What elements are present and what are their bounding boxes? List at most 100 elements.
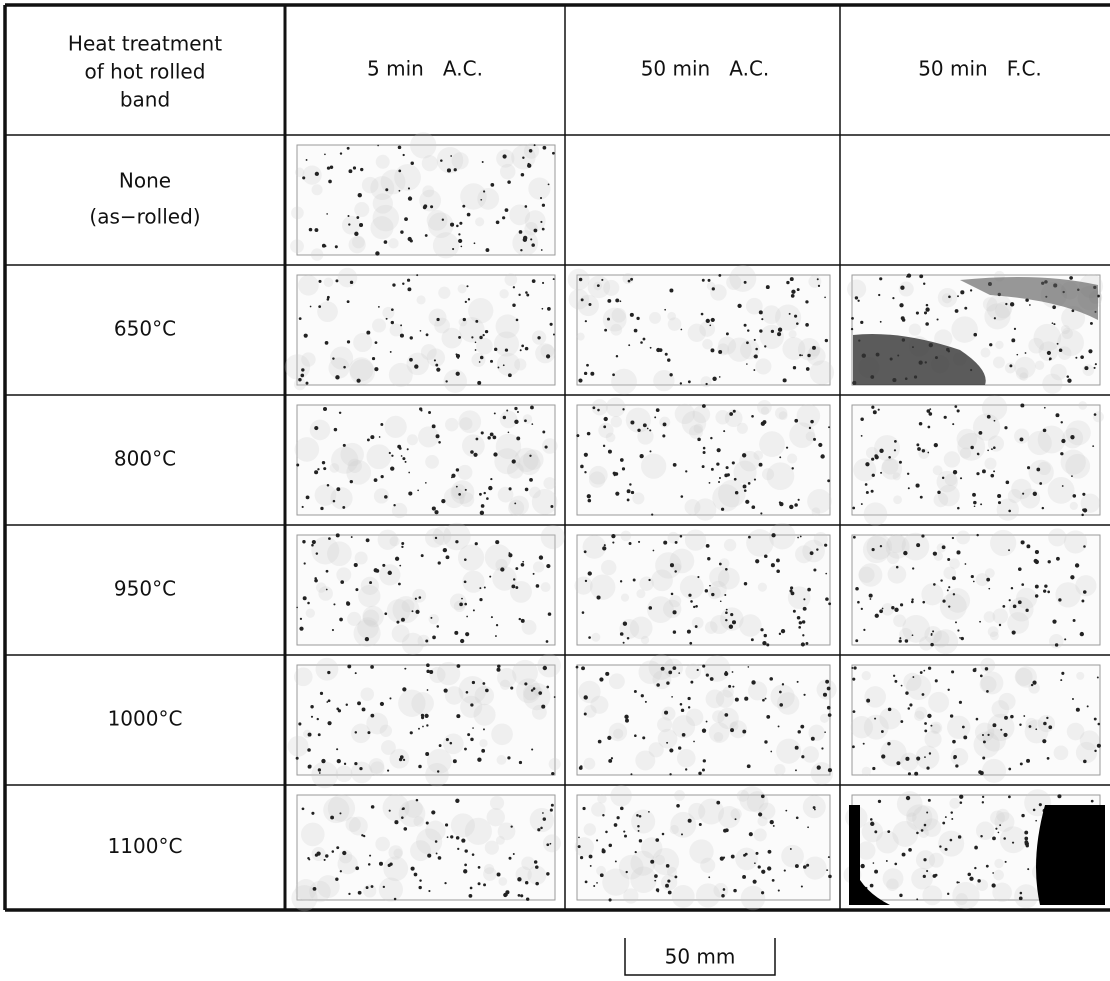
photo-speck <box>436 317 440 322</box>
photo-haze <box>882 868 904 890</box>
photo-haze <box>512 659 538 686</box>
photo-speck <box>828 874 832 879</box>
photo-haze <box>523 449 544 470</box>
photo-haze <box>991 700 1010 718</box>
photo-speck <box>409 336 413 340</box>
photo-haze <box>412 588 427 603</box>
photo-speck <box>860 417 864 421</box>
photo-haze <box>1028 337 1045 354</box>
photo-haze <box>755 358 772 375</box>
photo-speck <box>916 443 920 447</box>
photo-speck <box>1025 298 1029 302</box>
photo-speck <box>624 714 629 720</box>
photo-speck <box>929 408 932 411</box>
photo-speck <box>1060 679 1063 682</box>
photo-speck <box>732 409 736 413</box>
photo-haze <box>745 297 763 315</box>
photo-frame <box>296 534 556 646</box>
photo-speck <box>336 487 341 492</box>
photo-speck <box>1009 302 1015 307</box>
photo-haze <box>736 789 749 802</box>
photo-speck <box>1010 586 1014 590</box>
photo-speck <box>932 874 937 878</box>
photo-haze <box>670 811 697 838</box>
photo-speck <box>662 422 667 427</box>
photo-haze <box>457 544 485 571</box>
photo-haze <box>641 453 667 479</box>
photo-speck <box>310 705 314 709</box>
photo-speck <box>361 834 364 837</box>
photo-speck <box>603 544 606 547</box>
photo-speck <box>542 145 547 150</box>
photo-speck <box>1004 860 1007 863</box>
photo-speck <box>981 795 985 799</box>
photo-speck <box>537 828 541 832</box>
photo-speck <box>547 183 550 186</box>
photo-haze <box>388 362 413 387</box>
photo-speck <box>887 830 891 834</box>
photo-haze <box>934 329 953 348</box>
photo-speck <box>921 534 925 538</box>
photo-speck <box>828 426 831 429</box>
photo-speck <box>927 425 931 429</box>
photo-speck <box>311 539 316 545</box>
photo-speck <box>662 434 666 438</box>
photo-speck <box>546 685 550 689</box>
photo-speck <box>577 845 581 849</box>
photo-haze <box>770 684 795 709</box>
photo-speck <box>466 615 468 618</box>
photo-speck <box>907 772 911 776</box>
photo-haze <box>710 614 730 635</box>
photo-speck <box>1093 413 1097 416</box>
sample-photo <box>851 528 1101 655</box>
photo-speck <box>332 357 335 360</box>
photo-speck <box>333 427 338 432</box>
photo-haze <box>932 630 950 648</box>
photo-haze <box>524 210 546 232</box>
photo-speck <box>725 567 728 571</box>
photo-haze <box>667 531 680 544</box>
photo-speck <box>907 707 911 710</box>
photo-speck <box>973 500 977 505</box>
photo-speck <box>302 540 306 544</box>
photo-haze <box>372 193 393 214</box>
photo-speck <box>408 491 413 496</box>
photo-speck <box>1082 508 1086 512</box>
photo-speck <box>455 371 460 376</box>
photo-speck <box>312 887 317 891</box>
photo-speck <box>801 354 803 357</box>
photo-speck <box>599 873 604 878</box>
photo-speck <box>764 740 768 744</box>
photo-speck <box>762 698 765 702</box>
photo-speck <box>311 811 315 815</box>
photo-speck <box>614 860 617 863</box>
photo-speck <box>769 677 773 681</box>
photo-speck <box>508 553 513 558</box>
photo-speck <box>694 625 698 628</box>
photo-haze <box>819 713 830 723</box>
photo-haze <box>398 800 426 827</box>
photo-haze <box>952 881 980 910</box>
photo-speck <box>892 297 895 300</box>
photo-speck <box>516 436 521 441</box>
photo-haze <box>718 336 737 355</box>
photo-speck <box>436 770 440 773</box>
photo-haze <box>928 691 950 713</box>
photo-speck <box>954 405 958 408</box>
photo-speck <box>1067 378 1072 383</box>
photo-speck <box>824 543 828 547</box>
photo-speck <box>969 289 973 292</box>
photo-speck <box>1081 599 1085 603</box>
photo-speck <box>346 300 350 304</box>
photo-haze <box>703 655 731 682</box>
photo-speck <box>470 703 474 707</box>
photo-speck <box>960 636 964 641</box>
photo-speck <box>685 470 688 473</box>
photo-speck <box>610 757 614 760</box>
scale-bar-label: 50 mm <box>665 945 736 969</box>
photo-speck <box>492 435 497 440</box>
photo-speck <box>1024 836 1029 841</box>
photo-speck <box>318 279 322 283</box>
photo-speck <box>318 305 322 308</box>
photo-speck <box>722 888 726 891</box>
